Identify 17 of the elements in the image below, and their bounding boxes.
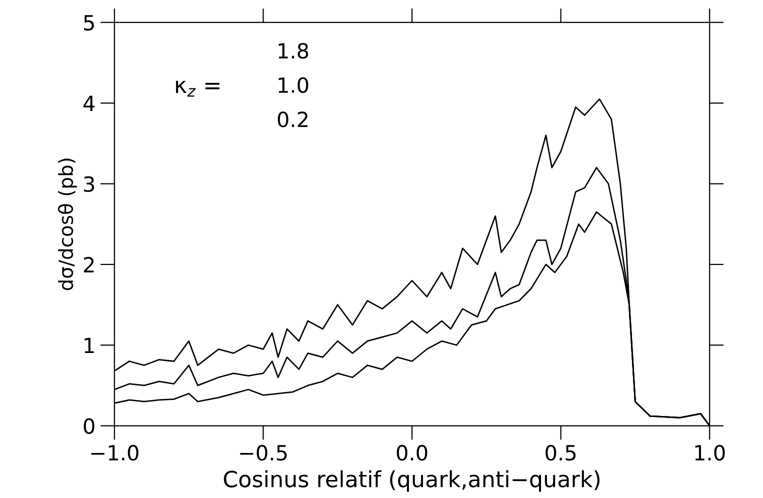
annotation: 0.2 bbox=[278, 112, 308, 128]
x-tick-label: −0.5 bbox=[240, 444, 287, 461]
x-tick-label: 1.0 bbox=[695, 444, 725, 461]
y-tick-label: 3 bbox=[84, 176, 94, 192]
x-tick-label: 0.5 bbox=[546, 444, 576, 461]
annotation: κ$_{z}$ = bbox=[176, 80, 220, 97]
y-tick-label: 5 bbox=[84, 15, 94, 31]
y-tick-label: 2 bbox=[84, 256, 94, 272]
x-tick-label: −1.0 bbox=[91, 444, 138, 461]
y-tick-label: 0 bbox=[84, 418, 94, 434]
x-tick-label: 0.0 bbox=[396, 444, 428, 461]
x-axis-title: Cosinus relatif (quark,anti−quark) bbox=[224, 470, 600, 492]
annotation: 1.8 bbox=[278, 42, 308, 59]
y-tick-label: 4 bbox=[83, 96, 95, 111]
y-axis-title: dσ/dcosθ (pb) bbox=[58, 158, 77, 290]
annotation: 1.0 bbox=[278, 77, 308, 93]
y-tick-label: 1 bbox=[84, 338, 94, 354]
